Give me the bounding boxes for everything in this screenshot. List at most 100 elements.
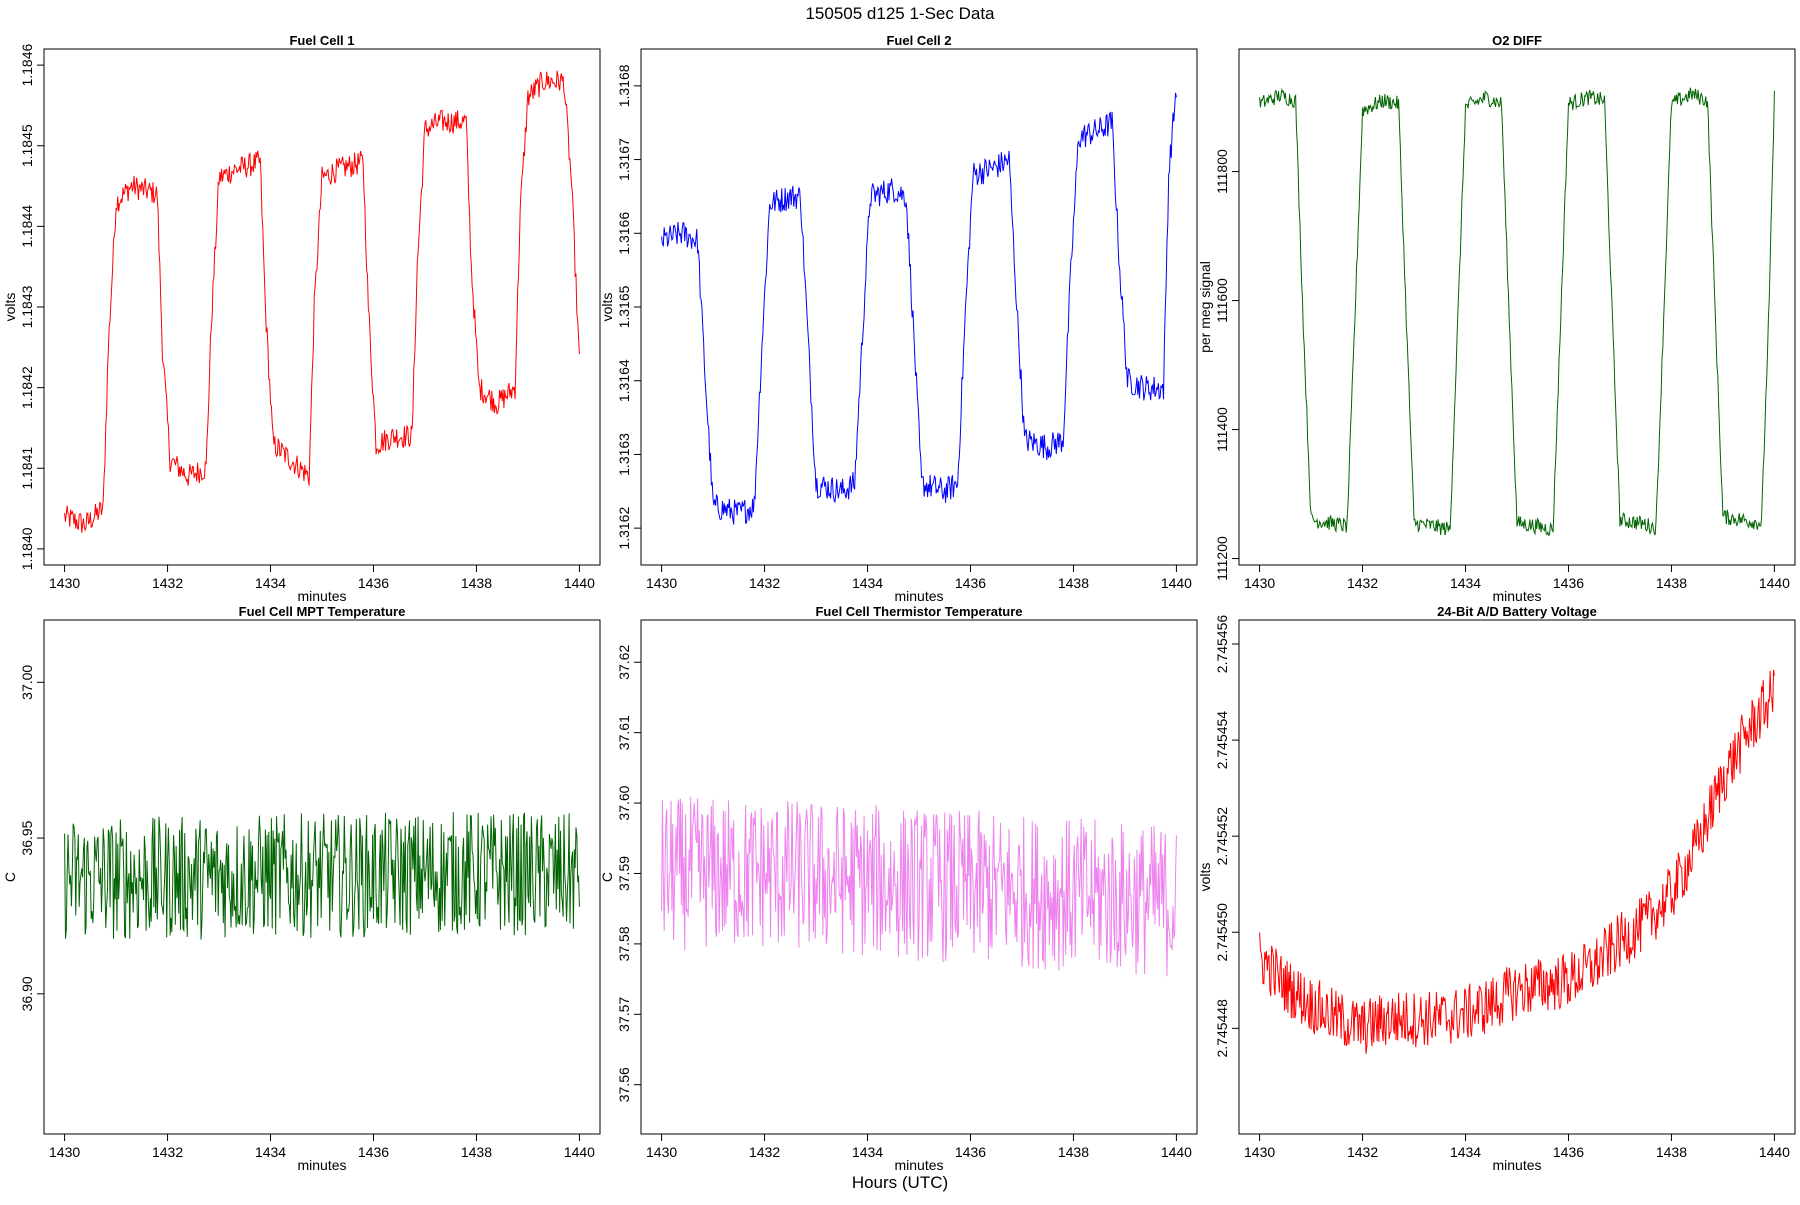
x-tick-label: 1432 [1347, 1144, 1378, 1160]
panel-title: Fuel Cell 1 [289, 33, 354, 48]
x-tick-label: 1434 [255, 1144, 286, 1160]
panel-title: Fuel Cell Thermistor Temperature [815, 604, 1022, 619]
x-tick-label: 1440 [1161, 575, 1192, 591]
x-tick-label: 1432 [152, 575, 183, 591]
x-tick-label: 1434 [852, 1144, 883, 1160]
y-tick-label: 37.56 [616, 1067, 632, 1102]
x-tick-label: 1430 [646, 1144, 677, 1160]
y-tick-label: 111600 [1214, 278, 1230, 323]
y-tick-label: 37.00 [19, 665, 35, 700]
x-tick-label: 1430 [1244, 575, 1275, 591]
plot-frame [1238, 619, 1796, 1135]
panel-title: Fuel Cell 2 [886, 33, 951, 48]
y-tick-label: 1.1842 [19, 366, 35, 409]
x-tick-label: 1434 [1450, 1144, 1481, 1160]
panel-title: O2 DIFF [1492, 33, 1542, 48]
plot-frame [640, 48, 1198, 566]
x-tick-label: 1438 [1656, 1144, 1687, 1160]
x-tick-label: 1440 [1759, 575, 1790, 591]
panel-4: Fuel Cell MPT Temperature 1430 1432 1434 143… [2, 604, 601, 1173]
series-line [1259, 87, 1775, 537]
panel-title: Fuel Cell MPT Temperature [239, 604, 406, 619]
x-axis-label: minutes [894, 588, 943, 604]
y-tick-label: 1.1843 [19, 285, 35, 328]
x-tick-label: 1430 [49, 1144, 80, 1160]
y-tick-label: 1.3164 [616, 359, 632, 402]
panel-6: 24-Bit A/D Battery Voltage 1430 1432 1434 14… [1197, 604, 1796, 1173]
y-axis-label: C [599, 872, 615, 882]
y-tick-label: 1.1841 [19, 447, 35, 490]
panel-title: 24-Bit A/D Battery Voltage [1437, 604, 1597, 619]
x-tick-label: 1436 [955, 575, 986, 591]
x-tick-label: 1436 [1553, 575, 1584, 591]
x-axis-label: minutes [1492, 1157, 1541, 1173]
x-axis-label: minutes [894, 1157, 943, 1173]
y-tick-label: 2.745456 [1214, 615, 1230, 674]
y-axis-label: volts [2, 293, 18, 322]
x-tick-label: 1440 [564, 575, 595, 591]
x-tick-label: 1436 [955, 1144, 986, 1160]
y-axis-label: volts [599, 293, 615, 322]
x-tick-label: 1434 [255, 575, 286, 591]
series-line [1259, 669, 1775, 1054]
x-tick-label: 1434 [852, 575, 883, 591]
y-axis-label: volts [1197, 863, 1213, 892]
y-tick-label: 1.3168 [616, 64, 632, 107]
y-tick-label: 37.62 [616, 645, 632, 680]
y-tick-label: 2.745454 [1214, 711, 1230, 770]
panel-2: Fuel Cell 2 1430 1432 1434 1436 1438 1440 minut… [599, 33, 1198, 604]
x-tick-label: 1436 [358, 575, 389, 591]
x-axis-label: minutes [1492, 588, 1541, 604]
y-tick-label: 2.745452 [1214, 807, 1230, 866]
series-line [64, 812, 580, 940]
panel-1: Fuel Cell 1 1430 1432 1434 1436 1438 1440 minut… [2, 33, 601, 604]
x-tick-label: 1432 [749, 575, 780, 591]
plot-frame [43, 48, 601, 566]
y-axis-label: C [2, 872, 18, 882]
y-axis-label: per meg signal [1197, 261, 1213, 353]
x-tick-label: 1432 [152, 1144, 183, 1160]
series-line [661, 796, 1177, 977]
y-tick-label: 111800 [1214, 149, 1230, 194]
series-line [64, 70, 580, 533]
x-axis-label: minutes [297, 588, 346, 604]
y-tick-label: 1.3167 [616, 138, 632, 181]
y-tick-label: 1.3162 [616, 507, 632, 550]
x-tick-label: 1438 [1656, 575, 1687, 591]
y-tick-label: 1.3163 [616, 433, 632, 476]
x-tick-label: 1430 [49, 575, 80, 591]
y-tick-label: 36.90 [19, 976, 35, 1011]
panel-3: O2 DIFF 1430 1432 1434 1436 1438 1440 minutes 11… [1197, 33, 1796, 604]
x-tick-label: 1440 [564, 1144, 595, 1160]
x-tick-label: 1438 [1058, 1144, 1089, 1160]
x-tick-label: 1436 [358, 1144, 389, 1160]
y-tick-label: 1.3165 [616, 285, 632, 328]
panels: Fuel Cell 1 1430 1432 1434 1436 1438 1440 minut… [2, 33, 1796, 1173]
x-axis-label: minutes [297, 1157, 346, 1173]
y-tick-label: 1.1840 [19, 527, 35, 570]
y-tick-label: 1.1846 [19, 44, 35, 87]
y-tick-label: 37.59 [616, 856, 632, 891]
y-tick-label: 111400 [1214, 407, 1230, 452]
y-tick-label: 1.1845 [19, 124, 35, 167]
x-tick-label: 1440 [1759, 1144, 1790, 1160]
y-tick-label: 37.61 [616, 715, 632, 750]
y-tick-label: 111200 [1214, 536, 1230, 581]
y-tick-label: 2.745448 [1214, 999, 1230, 1058]
plot-frame [1238, 48, 1796, 566]
x-tick-label: 1438 [461, 1144, 492, 1160]
x-tick-label: 1432 [749, 1144, 780, 1160]
x-tick-label: 1438 [461, 575, 492, 591]
x-tick-label: 1436 [1553, 1144, 1584, 1160]
y-tick-label: 1.1844 [19, 205, 35, 248]
panel-5: Fuel Cell Thermistor Temperature 1430 1432… [599, 604, 1198, 1173]
x-tick-label: 1432 [1347, 575, 1378, 591]
figure-xlabel: Hours (UTC) [852, 1173, 948, 1192]
x-tick-label: 1440 [1161, 1144, 1192, 1160]
y-tick-label: 37.60 [616, 785, 632, 820]
x-tick-label: 1434 [1450, 575, 1481, 591]
x-tick-label: 1438 [1058, 575, 1089, 591]
y-tick-label: 36.95 [19, 820, 35, 855]
